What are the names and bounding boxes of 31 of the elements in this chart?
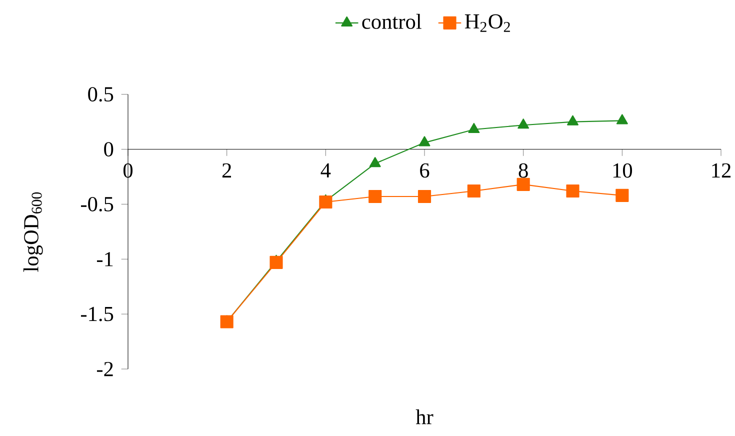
x-tick-label: 0 bbox=[123, 163, 133, 178]
y-axis-title: logOD$_{600}$ bbox=[23, 192, 43, 272]
point bbox=[616, 114, 628, 124]
point bbox=[319, 195, 332, 209]
x-tick-label: 2 bbox=[222, 163, 231, 178]
y-tick-label: 0 bbox=[104, 142, 114, 156]
point bbox=[518, 118, 530, 129]
point bbox=[567, 115, 578, 126]
point bbox=[418, 136, 430, 146]
y-tick-label: 0.5 bbox=[88, 87, 114, 102]
x-tick-label: 12 bbox=[712, 163, 730, 178]
legend-label: control bbox=[362, 14, 422, 29]
x-tick-label: 8 bbox=[518, 163, 528, 178]
x-tick-label: 6 bbox=[420, 163, 430, 178]
y-tick-label: -0.5 bbox=[80, 196, 114, 212]
y-tick-label: -2 bbox=[96, 362, 113, 376]
point bbox=[566, 184, 580, 198]
point bbox=[418, 190, 432, 204]
legend-label: H$_{2}$O$_{2}$ bbox=[464, 14, 510, 32]
y-tick-label: -1 bbox=[96, 252, 113, 266]
point bbox=[369, 157, 381, 168]
x-tick-label: 10 bbox=[613, 163, 632, 178]
point bbox=[516, 178, 530, 191]
point bbox=[467, 184, 480, 198]
y-tick-label: -1.5 bbox=[80, 306, 114, 322]
point bbox=[616, 188, 629, 202]
point bbox=[368, 190, 382, 204]
point bbox=[270, 256, 283, 269]
x-axis-title: hr bbox=[416, 409, 434, 424]
point bbox=[468, 122, 480, 134]
x-tick-label: 4 bbox=[320, 163, 331, 178]
